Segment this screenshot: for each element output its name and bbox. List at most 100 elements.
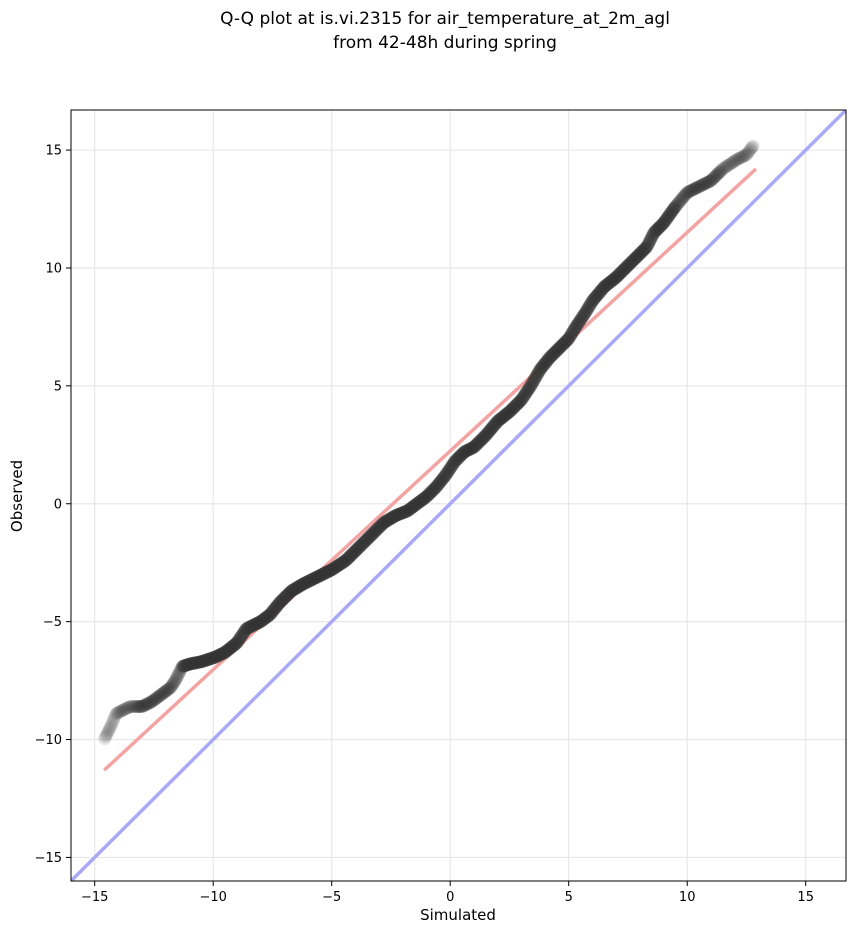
quantile-point (154, 688, 168, 702)
quantile-point (402, 503, 416, 517)
quantile-point (746, 139, 760, 153)
quantile-point (739, 148, 753, 162)
quantile-point (446, 458, 460, 472)
quantile-point (505, 402, 519, 416)
quantile-point (115, 703, 129, 717)
quantile-point (551, 342, 565, 356)
quantile-point (440, 466, 454, 480)
quantile-point (159, 684, 173, 698)
quantile-point (375, 517, 389, 531)
quantile-point (533, 363, 547, 377)
quantile-point (566, 324, 580, 338)
quantile-point (478, 429, 492, 443)
y-tick-label: −15 (35, 851, 62, 866)
quantile-point (454, 448, 468, 462)
quantile-point (638, 242, 652, 256)
quantile-point (170, 670, 184, 684)
quantile-point (425, 484, 439, 498)
quantile-point (215, 647, 229, 661)
quantile-point (139, 697, 153, 711)
quantile-point (524, 378, 538, 392)
quantile-point (660, 212, 674, 226)
quantile-point (523, 379, 537, 393)
quantile-point (239, 623, 253, 637)
quantile-point (310, 570, 324, 584)
quantile-point (542, 351, 556, 365)
quantile-point (162, 682, 176, 696)
quantile-point (606, 273, 620, 287)
quantile-point (417, 492, 431, 506)
quantile-point (247, 618, 261, 632)
quantile-point (388, 509, 402, 523)
quantile-point (379, 514, 393, 528)
quantile-point (493, 412, 507, 426)
quantile-point (258, 611, 272, 625)
quantile-point (98, 732, 112, 746)
quantile-point (171, 668, 185, 682)
quantile-point (593, 285, 607, 299)
quantile-point (279, 589, 293, 603)
quantile-point (557, 337, 571, 351)
quantile-point (574, 313, 588, 327)
quantile-point (714, 164, 728, 178)
quantile-point (151, 690, 165, 704)
fit-line (102, 167, 758, 772)
quantile-point (166, 677, 180, 691)
quantile-point (185, 657, 199, 671)
quantile-point (613, 266, 627, 280)
quantile-point (463, 442, 477, 456)
quantile-point (688, 182, 702, 196)
y-tick-label: −10 (35, 733, 62, 748)
quantile-point (642, 235, 656, 249)
quantile-point (719, 160, 733, 174)
quantile-point (538, 356, 552, 370)
quantile-point (662, 209, 676, 223)
quantile-point (189, 656, 203, 670)
y-axis-label: Observed (8, 460, 26, 532)
quantile-point (651, 222, 665, 236)
plot-frame (70, 109, 847, 882)
quantile-point (123, 700, 137, 714)
quantile-point (384, 511, 398, 525)
quantile-point (226, 639, 240, 653)
identity-line (71, 110, 846, 881)
quantile-point (208, 650, 222, 664)
quantile-point (483, 424, 497, 438)
quantile-point (512, 395, 526, 409)
quantile-point (307, 571, 321, 585)
quantile-point (468, 439, 482, 453)
quantile-point (387, 510, 401, 524)
quantile-point (158, 685, 172, 699)
quantile-point (556, 337, 570, 351)
quantile-point (349, 543, 363, 557)
quantile-point (659, 213, 673, 227)
quantile-point (359, 533, 373, 547)
quantile-point (438, 469, 452, 483)
quantile-point (338, 554, 352, 568)
quantile-point (128, 700, 142, 714)
quantile-point (121, 701, 135, 715)
quantile-point (461, 443, 475, 457)
quantile-point (706, 171, 720, 185)
quantile-point (381, 513, 395, 527)
quantile-point (546, 348, 560, 362)
quantile-point (112, 705, 126, 719)
quantile-point (249, 617, 263, 631)
quantile-point (374, 518, 388, 532)
quantile-point (690, 181, 704, 195)
quantile-point (397, 505, 411, 519)
quantile-point (735, 150, 749, 164)
x-axis-label: Simulated (420, 906, 496, 924)
quantile-point (459, 444, 473, 458)
quantile-point (292, 580, 306, 594)
quantile-point (601, 277, 615, 291)
quantile-point (148, 692, 162, 706)
quantile-point (285, 584, 299, 598)
quantile-point (286, 583, 300, 597)
quantile-point (554, 339, 568, 353)
quantile-point (111, 706, 125, 720)
quantile-point (588, 290, 602, 304)
quantile-point (423, 486, 437, 500)
quantile-point (209, 650, 223, 664)
quantile-point (232, 632, 246, 646)
